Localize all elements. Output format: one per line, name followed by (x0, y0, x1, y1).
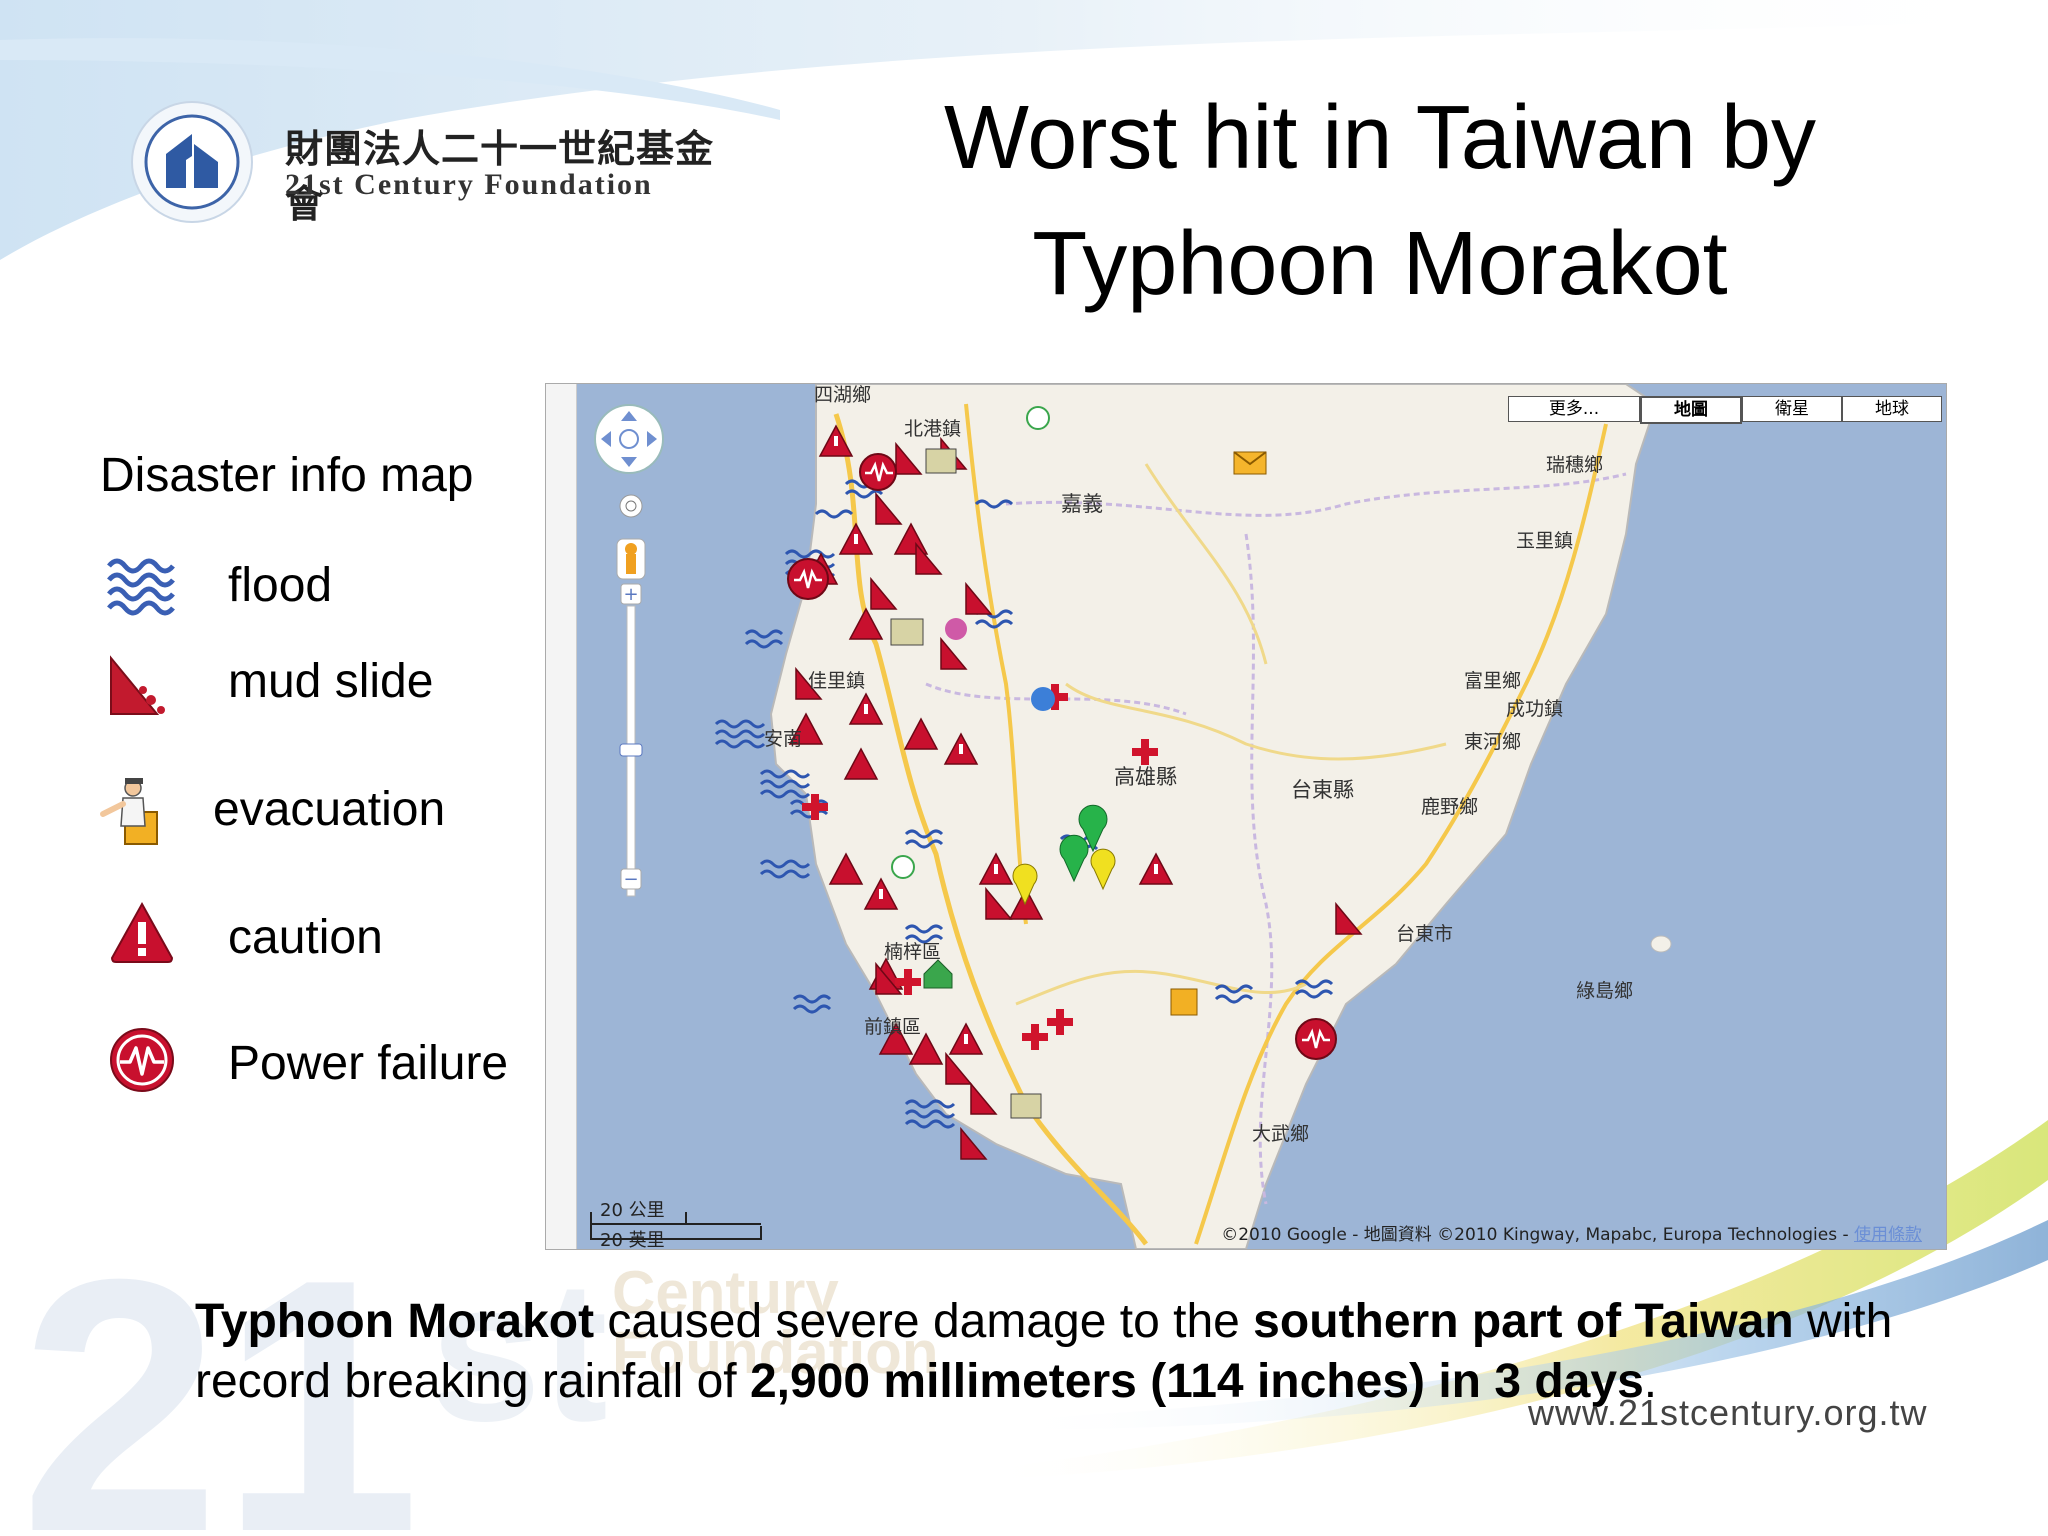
map-type-satellite[interactable]: 衛星 (1742, 396, 1842, 422)
place-label: 東河鄉 (1464, 731, 1522, 753)
place-label: 富里鄉 (1464, 670, 1522, 692)
watermark-line1: Century (612, 1259, 839, 1326)
legend-item-caution: caution (110, 900, 510, 980)
logo: 財團法人二十一世紀基金會 21st Century Foundation (130, 100, 730, 230)
title-line-1: Worst hit in Taiwan by (943, 88, 1817, 188)
legend-item-power-failure: Power failure (108, 1026, 568, 1106)
map-canvas[interactable]: + − (546, 384, 1946, 1249)
place-label: 嘉義 (1061, 492, 1103, 516)
place-label: 楠梓區 (884, 941, 942, 963)
place-label: 台東縣 (1291, 778, 1354, 802)
place-label: 瑞穗鄉 (1546, 454, 1604, 476)
caption-part: with record breaking rainfall of (195, 1295, 1893, 1408)
place-label: 鹿野鄉 (1421, 796, 1479, 818)
legend-label-flood: flood (228, 559, 333, 612)
caption-part: southern part of Taiwan (1253, 1295, 1794, 1348)
svg-text:+: + (623, 584, 638, 605)
legend-item-mud-slide: mud slide (105, 650, 505, 730)
map-copyright: ©2010 Google - 地圖資料 ©2010 Kingway, Mapab… (1221, 1220, 1922, 1245)
zoom-slider[interactable]: + − (619, 583, 643, 897)
place-label: 成功鎮 (1506, 698, 1564, 720)
legend-label-power-failure: Power failure (228, 1037, 509, 1090)
org-name-english: 21st Century Foundation (285, 168, 653, 201)
map-type-bar: 更多... 地圖 衛星 地球 (1508, 396, 1942, 424)
flood-icon (107, 558, 175, 616)
scale-imperial: 20 英里 (600, 1230, 665, 1250)
place-label: 四湖鄉 (814, 384, 872, 406)
caption-part: 2,900 millimeters (114 inches) in 3 days (749, 1355, 1644, 1408)
place-label: 台東市 (1396, 923, 1454, 945)
slide-title: Worst hit in Taiwan by Typhoon Morakot (860, 75, 1900, 327)
svg-text:st: st (430, 1240, 608, 1463)
place-label: 綠島鄉 (1576, 980, 1634, 1002)
org-name-chinese: 財團法人二十一世紀基金會 (285, 127, 715, 226)
side-panel-scrollbar[interactable] (546, 384, 577, 1249)
caution-icon (110, 901, 174, 963)
scale-metric: 20 公里 (600, 1200, 665, 1221)
legend-item-flood: flood (105, 548, 505, 628)
watermark-line2: Foundation (612, 1319, 939, 1386)
svg-text:21: 21 (20, 1205, 420, 1536)
place-label: 安南 (764, 728, 803, 750)
evacuation-icon (100, 778, 158, 845)
place-label: 佳里鎮 (808, 670, 866, 692)
title-line-2: Typhoon Morakot (1032, 214, 1728, 314)
legend-label-caution: caution (228, 911, 383, 964)
svg-text:−: − (623, 869, 638, 890)
caption-part: caused severe damage to the (594, 1295, 1254, 1348)
copyright-text: ©2010 Google - 地圖資料 ©2010 Kingway, Mapab… (1221, 1225, 1854, 1245)
power-failure-icon (110, 1028, 174, 1092)
map-type-map[interactable]: 地圖 (1640, 396, 1742, 424)
terms-link[interactable]: 使用條款 (1854, 1225, 1922, 1245)
legend-label-evacuation: evacuation (213, 783, 446, 836)
map-type-earth[interactable]: 地球 (1842, 396, 1942, 422)
place-label: 大武鄉 (1252, 1123, 1310, 1145)
pan-control[interactable] (594, 404, 664, 474)
mud-slide-icon (110, 655, 165, 715)
caption: Typhoon Morakot caused severe damage to … (195, 1292, 1955, 1412)
disaster-map[interactable]: + − 更多... 地圖 衛星 地球 四湖鄉 北港鎮 嘉義 瑞穗鄉 玉里鎮 佳里… (545, 383, 1947, 1250)
website-url: www.21stcentury.org.tw (1528, 1392, 1928, 1433)
legend-item-evacuation: evacuation (95, 774, 515, 854)
street-view-pegman-icon[interactable] (616, 538, 646, 580)
caption-part: Typhoon Morakot (195, 1295, 595, 1348)
legend-heading: Disaster info map (100, 449, 474, 502)
place-label: 玉里鎮 (1516, 530, 1574, 552)
map-type-more[interactable]: 更多... (1508, 396, 1640, 422)
foundation-emblem-icon (131, 101, 253, 223)
reset-view-icon[interactable] (619, 494, 643, 518)
place-label: 前鎮區 (864, 1016, 922, 1038)
place-label: 高雄縣 (1114, 765, 1177, 789)
place-label: 北港鎮 (904, 418, 962, 440)
caption-part: . (1643, 1355, 1658, 1408)
legend-label-mud-slide: mud slide (228, 655, 434, 708)
